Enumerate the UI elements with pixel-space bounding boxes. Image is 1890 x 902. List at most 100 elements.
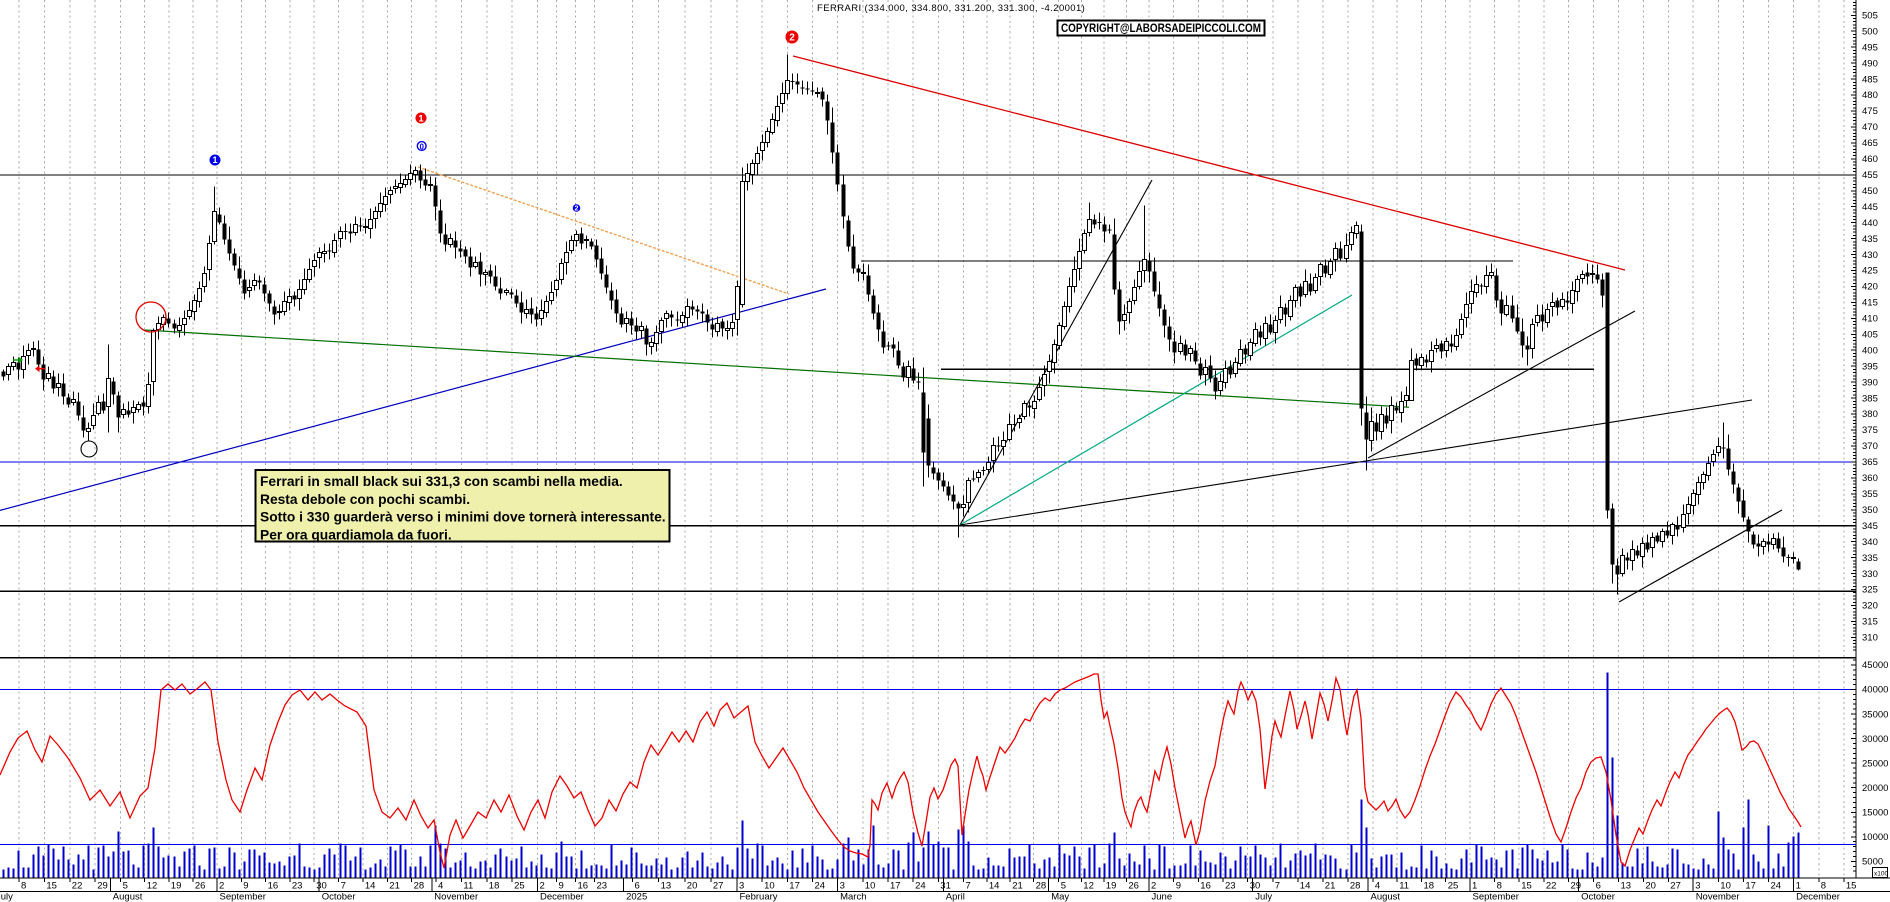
svg-text:FERRARI (334.000, 334.800, 331: FERRARI (334.000, 334.800, 331.200, 331.… — [817, 3, 1085, 14]
svg-text:Per ora guardiamola da fuori.: Per ora guardiamola da fuori. — [260, 527, 452, 542]
svg-text:5: 5 — [1061, 881, 1066, 892]
svg-text:December: December — [540, 892, 584, 902]
svg-text:25: 25 — [1448, 881, 1459, 892]
svg-text:395: 395 — [1862, 361, 1878, 372]
svg-text:485: 485 — [1862, 74, 1878, 85]
svg-text:405: 405 — [1862, 330, 1878, 341]
svg-text:November: November — [434, 892, 478, 902]
svg-text:13: 13 — [661, 881, 672, 892]
svg-text:29: 29 — [97, 881, 108, 892]
svg-text:8: 8 — [1497, 881, 1502, 892]
svg-text:420: 420 — [1862, 282, 1878, 293]
svg-text:25: 25 — [514, 881, 525, 892]
svg-text:17: 17 — [890, 881, 901, 892]
svg-text:20000: 20000 — [1862, 783, 1888, 794]
svg-text:August: August — [113, 892, 143, 902]
svg-text:February: February — [740, 892, 778, 902]
svg-text:8: 8 — [1821, 881, 1826, 892]
svg-text:15: 15 — [1846, 881, 1857, 892]
svg-text:18: 18 — [1424, 881, 1435, 892]
svg-text:385: 385 — [1862, 393, 1878, 404]
svg-text:12: 12 — [1083, 881, 1094, 892]
svg-text:475: 475 — [1862, 106, 1878, 117]
svg-text:330: 330 — [1862, 569, 1878, 580]
svg-text:19: 19 — [1106, 881, 1117, 892]
svg-text:495: 495 — [1862, 42, 1878, 53]
svg-text:July: July — [1255, 892, 1272, 902]
svg-text:9: 9 — [1176, 881, 1181, 892]
svg-text:1: 1 — [1796, 881, 1801, 892]
svg-text:425: 425 — [1862, 266, 1878, 277]
svg-text:380: 380 — [1862, 409, 1878, 420]
svg-text:16: 16 — [268, 881, 279, 892]
svg-text:30: 30 — [316, 881, 327, 892]
svg-text:15: 15 — [1521, 881, 1532, 892]
svg-text:17: 17 — [1745, 881, 1756, 892]
svg-text:355: 355 — [1862, 489, 1878, 500]
svg-text:3: 3 — [739, 881, 744, 892]
svg-text:Sotto i 330 guarderà verso i m: Sotto i 330 guarderà verso i minimi dove… — [260, 510, 666, 525]
svg-text:12: 12 — [147, 881, 158, 892]
svg-text:31: 31 — [940, 881, 951, 892]
svg-text:9: 9 — [243, 881, 248, 892]
svg-text:20: 20 — [687, 881, 698, 892]
svg-text:30000: 30000 — [1862, 734, 1888, 745]
svg-text:435: 435 — [1862, 234, 1878, 245]
svg-text:23: 23 — [597, 881, 608, 892]
svg-text:4: 4 — [1375, 881, 1380, 892]
svg-text:7: 7 — [341, 881, 346, 892]
svg-text:24: 24 — [815, 881, 826, 892]
svg-text:24: 24 — [915, 881, 926, 892]
svg-text:19: 19 — [171, 881, 182, 892]
svg-text:460: 460 — [1862, 154, 1878, 165]
svg-text:480: 480 — [1862, 90, 1878, 101]
svg-text:September: September — [220, 892, 266, 902]
svg-text:28: 28 — [414, 881, 425, 892]
svg-text:2: 2 — [789, 33, 795, 44]
svg-text:5: 5 — [123, 881, 128, 892]
svg-text:June: June — [1152, 892, 1173, 902]
svg-text:400: 400 — [1862, 345, 1878, 356]
svg-text:345: 345 — [1862, 521, 1878, 532]
svg-text:September: September — [1473, 892, 1519, 902]
svg-text:2: 2 — [575, 206, 579, 213]
svg-text:410: 410 — [1862, 314, 1878, 325]
svg-text:25000: 25000 — [1862, 758, 1888, 769]
svg-text:16: 16 — [1200, 881, 1211, 892]
svg-text:7: 7 — [966, 881, 971, 892]
svg-text:14: 14 — [365, 881, 376, 892]
svg-text:4: 4 — [438, 881, 443, 892]
svg-text:340: 340 — [1862, 537, 1878, 548]
svg-text:440: 440 — [1862, 218, 1878, 229]
svg-text:430: 430 — [1862, 250, 1878, 261]
svg-text:21: 21 — [1012, 881, 1023, 892]
svg-text:310: 310 — [1862, 633, 1878, 644]
svg-text:x100: x100 — [1874, 871, 1888, 878]
svg-text:390: 390 — [1862, 377, 1878, 388]
svg-text:365: 365 — [1862, 457, 1878, 468]
svg-text:360: 360 — [1862, 473, 1878, 484]
svg-text:March: March — [840, 892, 866, 902]
svg-text:6: 6 — [635, 881, 640, 892]
svg-text:45000: 45000 — [1862, 660, 1888, 671]
svg-text:13: 13 — [1621, 881, 1632, 892]
svg-text:14: 14 — [1300, 881, 1311, 892]
svg-text:23: 23 — [1225, 881, 1236, 892]
svg-text:415: 415 — [1862, 298, 1878, 309]
svg-text:455: 455 — [1862, 170, 1878, 181]
svg-text:10: 10 — [1720, 881, 1731, 892]
svg-text:470: 470 — [1862, 122, 1878, 133]
svg-text:3: 3 — [1695, 881, 1700, 892]
svg-text:7: 7 — [1275, 881, 1280, 892]
svg-text:500: 500 — [1862, 27, 1878, 38]
svg-text:490: 490 — [1862, 58, 1878, 69]
svg-text:18: 18 — [489, 881, 500, 892]
svg-text:10: 10 — [865, 881, 876, 892]
svg-text:November: November — [1696, 892, 1740, 902]
svg-text:July: July — [0, 892, 13, 902]
svg-text:2: 2 — [540, 881, 545, 892]
svg-text:COPYRIGHT@LABORSADEIPICCOLI.CO: COPYRIGHT@LABORSADEIPICCOLI.COM — [1061, 23, 1261, 35]
svg-text:28: 28 — [1350, 881, 1361, 892]
svg-text:28: 28 — [1036, 881, 1047, 892]
svg-text:450: 450 — [1862, 186, 1878, 197]
